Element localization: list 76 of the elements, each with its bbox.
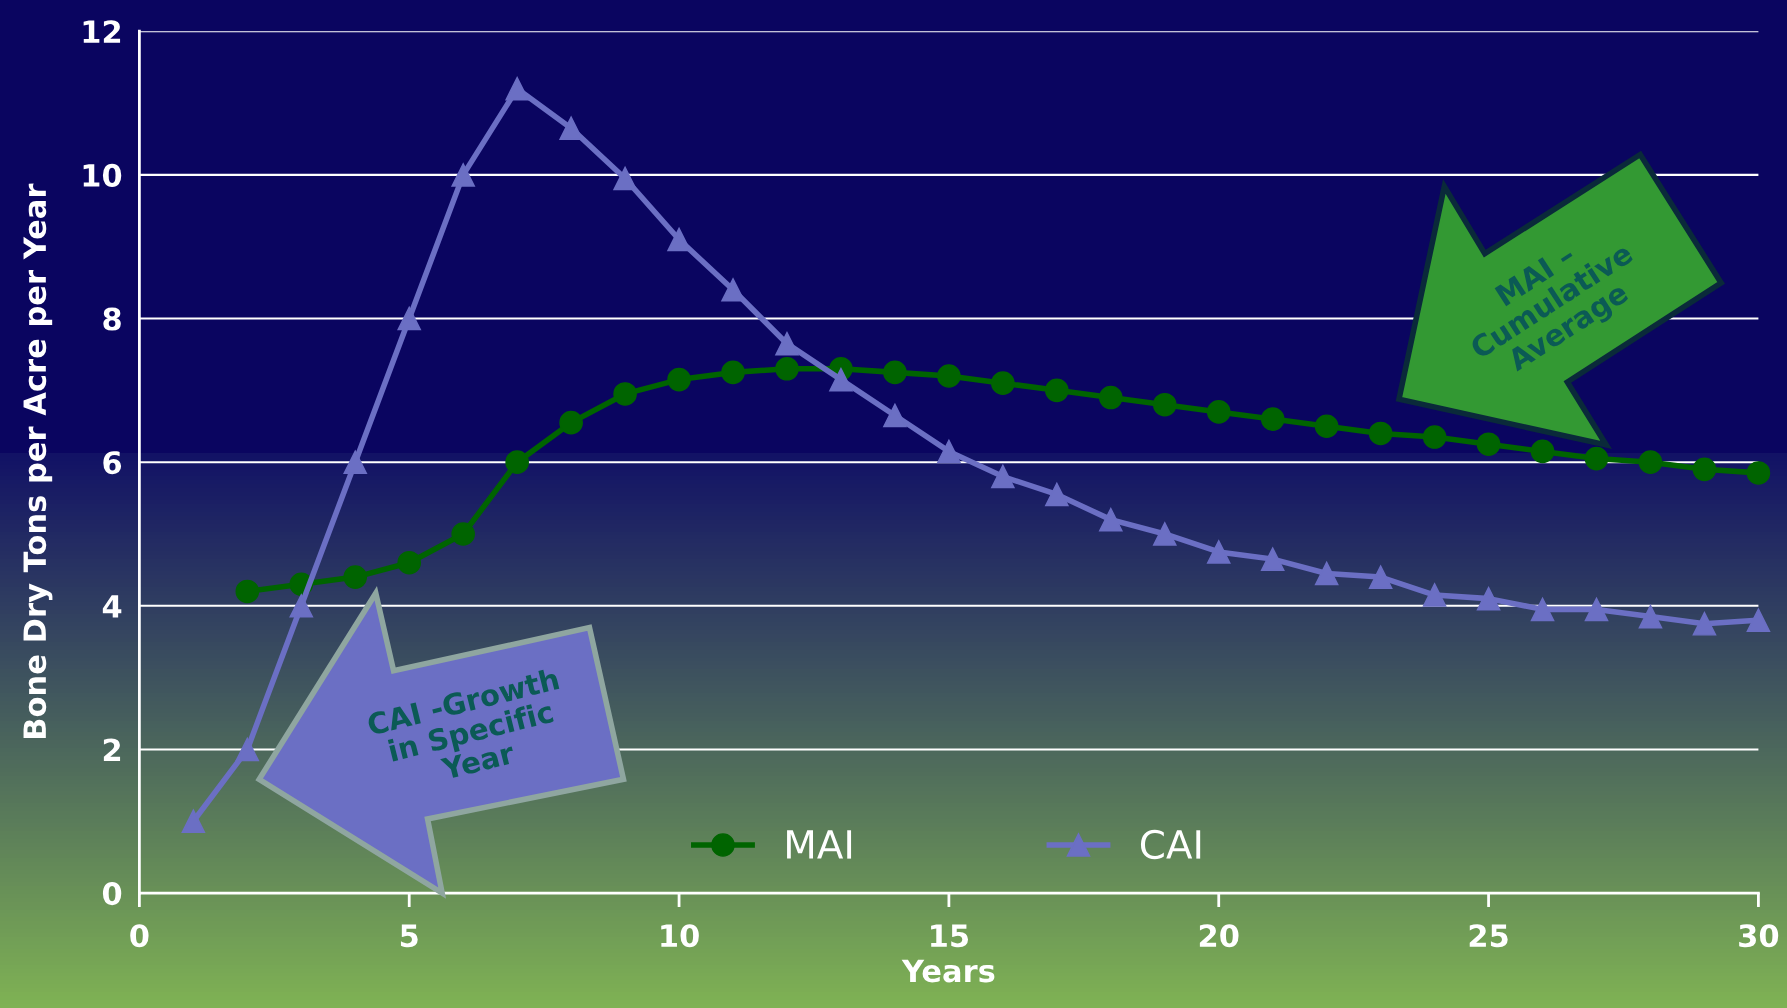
point <box>1152 392 1177 417</box>
legend-label: MAI <box>787 830 852 859</box>
point <box>613 166 637 191</box>
point <box>505 450 529 474</box>
point <box>1476 586 1501 611</box>
point <box>937 439 961 464</box>
point <box>181 809 206 834</box>
point <box>1260 547 1285 571</box>
point <box>1314 414 1339 439</box>
point <box>775 331 799 356</box>
point <box>451 522 475 546</box>
point <box>775 356 799 381</box>
point <box>991 464 1015 489</box>
x-tick-label: 5 <box>400 924 418 948</box>
y-tick-label: 0 <box>102 882 122 906</box>
point <box>721 277 745 302</box>
y-tick-label: 2 <box>103 738 121 762</box>
point <box>451 163 475 187</box>
point <box>883 360 907 385</box>
point <box>613 382 637 406</box>
point <box>1530 597 1555 622</box>
point <box>721 360 745 385</box>
point <box>1530 439 1555 464</box>
point <box>991 371 1015 395</box>
x-tick-label: 30 <box>1739 924 1779 948</box>
point <box>1045 378 1069 403</box>
y-tick-label: 10 <box>83 163 122 187</box>
point <box>1045 482 1069 507</box>
y-tick-label: 4 <box>102 595 122 618</box>
point <box>1584 597 1609 622</box>
y-tick-label: 6 <box>103 451 122 475</box>
x-tick-label: 10 <box>661 924 699 948</box>
point <box>343 565 368 589</box>
point <box>937 364 961 388</box>
point <box>1314 561 1339 586</box>
point <box>667 367 691 392</box>
point <box>1098 507 1123 532</box>
point <box>343 450 368 474</box>
annotation: CAI -Growth in Specific Year <box>366 667 560 781</box>
y-axis-title: Bone Dry Tons per Acre per Year <box>23 183 53 739</box>
point <box>1584 446 1609 471</box>
point <box>1746 608 1771 632</box>
point <box>1692 611 1717 636</box>
x-tick-label: 20 <box>1199 924 1239 948</box>
point <box>1638 450 1663 474</box>
point <box>667 227 691 252</box>
point <box>1152 522 1177 546</box>
point <box>1476 432 1501 457</box>
point <box>1368 421 1393 446</box>
point <box>1422 583 1447 607</box>
point <box>1260 407 1285 431</box>
point <box>397 550 422 575</box>
x-tick-label: 25 <box>1469 924 1508 948</box>
point <box>1638 604 1663 629</box>
point <box>397 306 422 331</box>
legend-label: CAI <box>1140 829 1201 860</box>
y-tick-label: 8 <box>103 307 121 331</box>
x-tick-label: 0 <box>130 924 149 948</box>
point <box>235 737 260 762</box>
point <box>1206 400 1231 424</box>
point <box>883 403 907 428</box>
point <box>1368 565 1393 589</box>
point <box>235 579 260 604</box>
point <box>1098 385 1123 410</box>
x-tick-label: 15 <box>931 924 969 948</box>
point <box>559 116 583 141</box>
y-tick-label: 12 <box>83 20 121 43</box>
point <box>829 367 853 392</box>
point <box>1692 457 1717 482</box>
x-axis-title: Years <box>901 959 995 983</box>
point <box>559 410 583 435</box>
point <box>1206 540 1231 564</box>
point <box>1422 425 1447 449</box>
point <box>289 594 314 618</box>
point <box>505 76 529 101</box>
point <box>1746 461 1771 485</box>
